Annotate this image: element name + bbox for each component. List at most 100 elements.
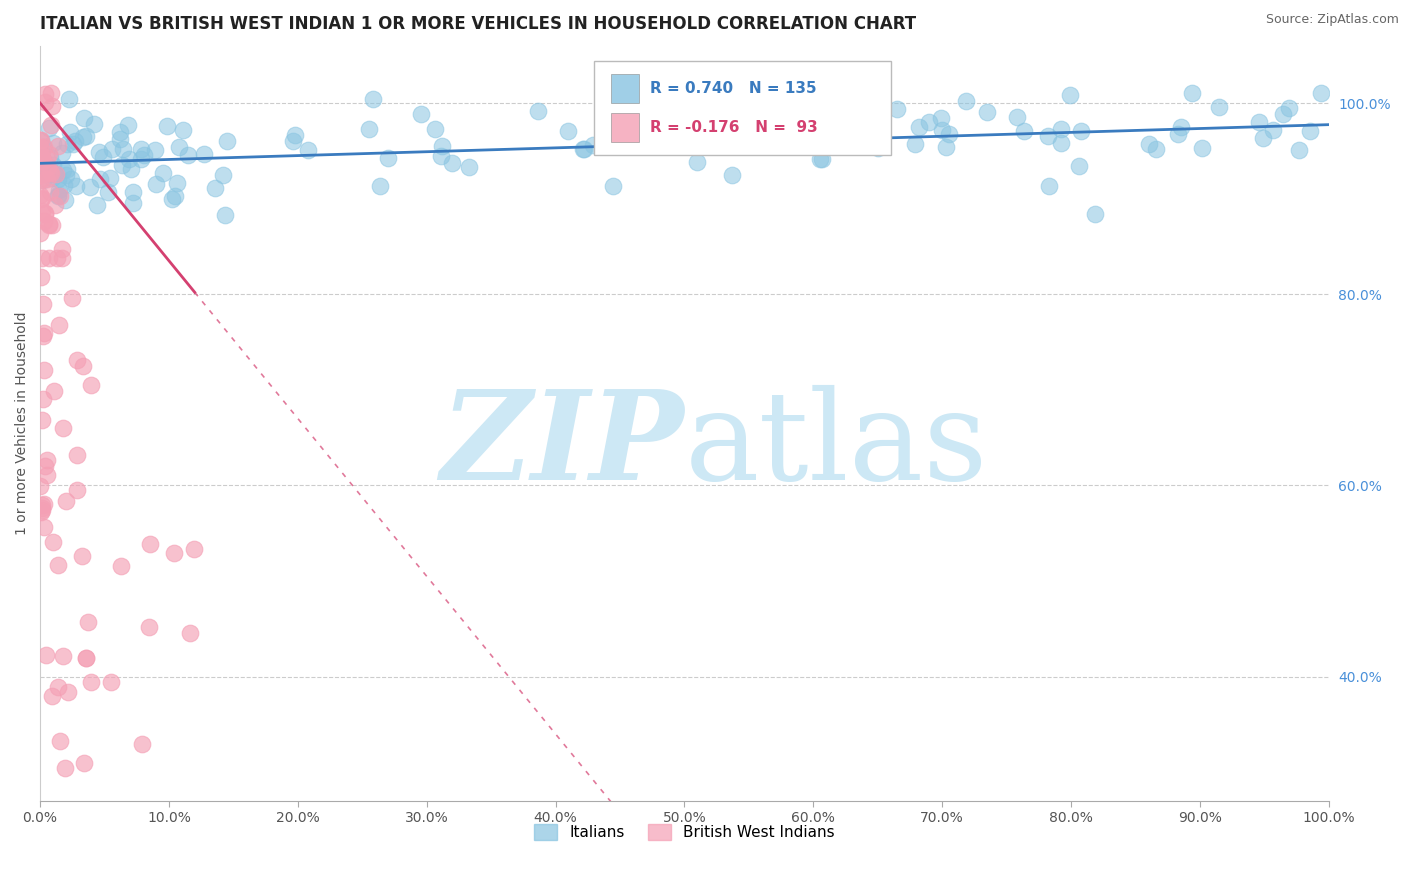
- Point: [163, 546, 186, 560]
- Point: [30, 135, 52, 149]
- Point: [75, 650, 97, 665]
- Point: [361, 92, 384, 106]
- Point: [886, 102, 908, 116]
- Point: [425, 122, 447, 136]
- Point: [100, 170, 122, 185]
- Point: [120, 161, 142, 176]
- Point: [1181, 87, 1204, 101]
- Point: [30, 479, 52, 493]
- Point: [139, 537, 162, 551]
- Point: [430, 149, 453, 163]
- Point: [1070, 124, 1092, 138]
- Point: [46, 188, 69, 202]
- Point: [31, 191, 53, 205]
- Point: [32, 326, 55, 340]
- Point: [34, 166, 56, 180]
- Point: [55, 168, 77, 182]
- Point: [1167, 127, 1189, 141]
- Point: [152, 166, 174, 180]
- Point: [30, 173, 52, 187]
- Point: [432, 139, 454, 153]
- Point: [60, 291, 83, 305]
- Point: [976, 105, 998, 120]
- Text: ZIP: ZIP: [440, 385, 685, 507]
- Point: [111, 142, 134, 156]
- Text: R = -0.176   N =  93: R = -0.176 N = 93: [650, 120, 817, 135]
- Point: [581, 137, 603, 152]
- Point: [49, 189, 72, 203]
- Point: [41, 99, 63, 113]
- Point: [39, 186, 62, 200]
- Point: [44, 197, 66, 211]
- Point: [55, 493, 77, 508]
- Point: [45, 167, 67, 181]
- Point: [675, 104, 697, 119]
- Point: [143, 143, 166, 157]
- Point: [131, 142, 153, 156]
- Point: [32, 140, 55, 154]
- Point: [935, 140, 957, 154]
- Point: [42, 136, 65, 150]
- Point: [1014, 124, 1036, 138]
- Point: [30, 226, 52, 240]
- Point: [110, 125, 132, 139]
- Point: [720, 168, 742, 182]
- Point: [75, 129, 97, 144]
- Point: [108, 132, 131, 146]
- Point: [204, 181, 226, 195]
- Point: [938, 127, 960, 141]
- Point: [72, 129, 94, 144]
- Point: [30, 170, 52, 185]
- Point: [214, 208, 236, 222]
- Point: [44, 384, 66, 399]
- Point: [56, 136, 79, 151]
- Point: [297, 143, 319, 157]
- Point: [377, 151, 399, 165]
- Point: [1036, 129, 1059, 144]
- Point: [111, 158, 134, 172]
- Point: [48, 183, 70, 197]
- Point: [117, 118, 139, 132]
- Point: [811, 152, 834, 166]
- Point: [51, 243, 73, 257]
- Point: [121, 185, 143, 199]
- Point: [46, 558, 69, 572]
- Text: atlas: atlas: [685, 385, 988, 507]
- Point: [38, 251, 60, 265]
- Point: [918, 115, 941, 129]
- Point: [46, 171, 69, 186]
- Point: [48, 734, 70, 748]
- Point: [132, 147, 155, 161]
- Point: [46, 680, 69, 694]
- Point: [31, 392, 53, 407]
- Point: [623, 129, 645, 144]
- Point: [122, 196, 145, 211]
- Point: [808, 152, 831, 166]
- Point: [38, 218, 60, 232]
- Point: [110, 558, 132, 573]
- Point: [32, 520, 55, 534]
- Point: [39, 165, 62, 179]
- Point: [46, 138, 69, 153]
- Point: [31, 503, 53, 517]
- Point: [31, 203, 53, 218]
- Point: [1191, 141, 1213, 155]
- Point: [167, 140, 190, 154]
- Point: [574, 142, 596, 156]
- Point: [908, 120, 931, 135]
- Point: [572, 143, 595, 157]
- Point: [97, 185, 120, 199]
- Point: [37, 172, 59, 186]
- Point: [39, 87, 62, 101]
- Point: [39, 166, 62, 180]
- Point: [30, 133, 52, 147]
- Point: [1059, 88, 1081, 103]
- Point: [686, 154, 709, 169]
- Point: [59, 171, 82, 186]
- Point: [35, 648, 58, 663]
- Point: [160, 192, 183, 206]
- Point: [31, 154, 53, 169]
- Point: [44, 167, 66, 181]
- Point: [1288, 144, 1310, 158]
- Point: [34, 214, 56, 228]
